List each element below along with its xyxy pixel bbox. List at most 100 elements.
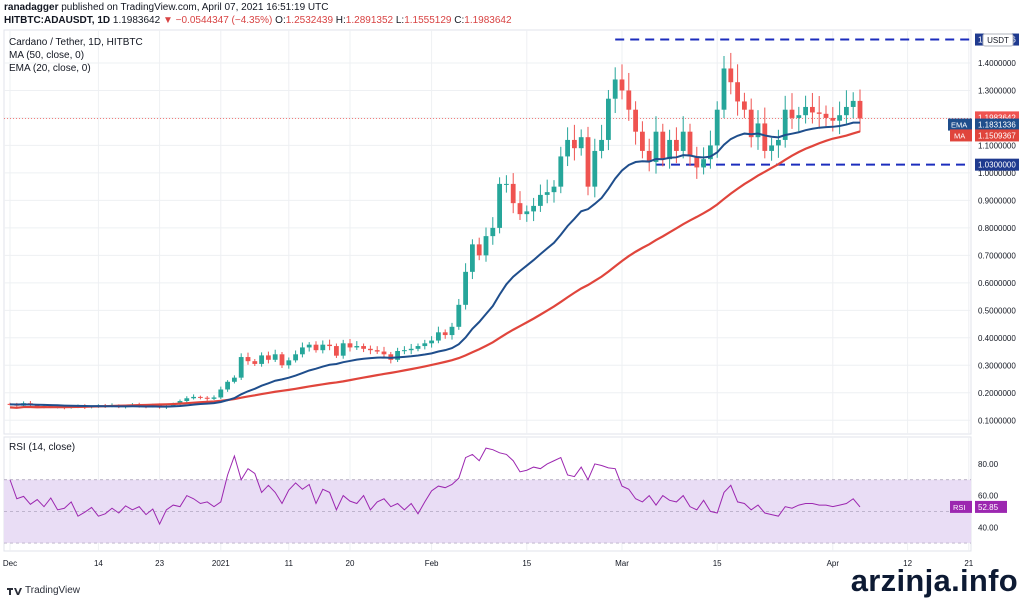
key-levels <box>615 38 971 166</box>
candle-body <box>238 357 244 378</box>
change-arrow-icon: ▼ <box>162 15 173 26</box>
time-tick-label: 15 <box>522 559 531 568</box>
candle-body <box>490 227 496 237</box>
rsi-tag-label: RSI <box>953 503 966 512</box>
price-tick-label: 0.5000000 <box>978 306 1016 315</box>
candle-body <box>272 354 278 360</box>
rsi-line <box>9 447 861 526</box>
candle-body <box>306 344 312 348</box>
time-axis[interactable]: Dec 14 23 2021 11 20 Feb 15 Mar 15 Apr 12 21 <box>3 559 974 568</box>
candle-body <box>782 109 788 140</box>
candle-body <box>599 139 604 151</box>
candle-body <box>816 112 822 114</box>
candle-body <box>456 304 462 327</box>
price-change: −0.0544347 (−4.35%) <box>175 15 273 26</box>
candle-body <box>762 123 768 151</box>
candle-body <box>653 131 659 162</box>
tradingview-logo[interactable]: TradingView <box>6 585 80 596</box>
time-tick-label: Apr <box>827 559 840 568</box>
candle-body <box>721 68 727 110</box>
rsi-axis: 80.00 60.00 40.00 <box>978 460 999 532</box>
candle-body <box>347 343 353 348</box>
candle-body <box>572 139 577 149</box>
candle-body <box>585 137 591 187</box>
candle-body <box>640 131 645 151</box>
time-tick-label: 2021 <box>212 559 230 568</box>
rsi-value-tag: 52.85 <box>978 503 999 512</box>
candle-body <box>191 396 196 399</box>
open-value: 1.2532439 <box>285 15 334 26</box>
axis-tags: 1.48528961.03000001.198364207:08:45EMA1.… <box>948 33 1019 513</box>
candle-body <box>748 109 754 138</box>
ema-value-tag: 1.1831336 <box>978 121 1016 130</box>
price-tick-label: 0.4000000 <box>978 334 1016 343</box>
price-tick-label: 1.0000000 <box>978 169 1016 178</box>
low-value: 1.1555129 <box>404 15 452 26</box>
chart-title: Cardano / Tether, 1D, HITBTC <box>9 37 143 48</box>
candle-body <box>293 354 298 361</box>
candle-body <box>701 159 706 168</box>
candle-body <box>633 109 638 132</box>
last-price: 1.1983642 <box>112 15 161 26</box>
rsi-tick-label: 40.00 <box>978 523 999 532</box>
candle-body <box>776 139 781 146</box>
time-tick-label: 14 <box>94 559 103 568</box>
candle-body <box>245 357 251 362</box>
ma-legend: MA (50, close, 0) <box>9 50 84 61</box>
candle-body <box>204 397 210 399</box>
low-label: L: <box>395 15 405 26</box>
candle-body <box>667 139 672 160</box>
candle-body <box>660 131 666 160</box>
ma-value-tag: 1.1509367 <box>978 131 1016 140</box>
candle-body <box>463 271 468 305</box>
candle-body <box>422 343 428 347</box>
candle-body <box>279 354 285 366</box>
candle-body <box>612 79 618 99</box>
candle-body <box>850 100 856 107</box>
time-tick-label: 12 <box>903 559 912 568</box>
candle-body <box>680 131 686 151</box>
price-tick-label: 0.6000000 <box>978 279 1016 288</box>
symbol-label: HITBTC:ADAUSDT, 1D <box>4 15 111 26</box>
candle-body <box>830 117 836 121</box>
time-tick-label: 15 <box>713 559 722 568</box>
rsi-tick-label: 80.00 <box>978 460 999 469</box>
candle-body <box>436 332 441 341</box>
candle-body <box>687 131 693 157</box>
candle-body <box>429 340 434 344</box>
candles <box>7 52 863 410</box>
candle-body <box>619 79 625 91</box>
candle-body <box>565 139 570 157</box>
candle-body <box>531 205 536 212</box>
author-name[interactable]: ranadagger <box>4 2 59 13</box>
tradingview-brand: TradingView <box>25 585 81 596</box>
ma-tag-label: MA <box>954 131 965 140</box>
ma-value-tag-bg <box>975 129 1019 142</box>
time-tick-label: 21 <box>964 559 973 568</box>
candle-body <box>857 100 863 119</box>
candle-body <box>578 137 584 149</box>
candle-body <box>320 344 326 351</box>
candle-body <box>810 106 815 113</box>
ma-tag-label-bg <box>950 129 972 142</box>
time-tick-label: Feb <box>425 559 439 568</box>
candle-body <box>646 150 652 162</box>
candle-body <box>803 106 808 116</box>
high-value: 1.2891352 <box>345 15 394 26</box>
price-tick-label: 0.2000000 <box>978 389 1016 398</box>
candle-body <box>368 348 373 351</box>
candle-body <box>354 346 360 348</box>
candle-body <box>266 355 271 360</box>
candle-body <box>538 194 543 206</box>
currency-label: USDT <box>987 36 1009 45</box>
tradingview-logo-icon <box>7 587 22 595</box>
ma50-line <box>9 130 861 409</box>
time-tick-label: 11 <box>285 559 294 568</box>
candle-body <box>259 355 264 364</box>
candle-body <box>177 401 183 404</box>
publish-info: ranadagger published on TradingView.com,… <box>4 2 328 13</box>
key-level-tag: 1.0300000 <box>978 161 1016 170</box>
candle-body <box>395 351 400 360</box>
candle-body <box>374 350 380 352</box>
